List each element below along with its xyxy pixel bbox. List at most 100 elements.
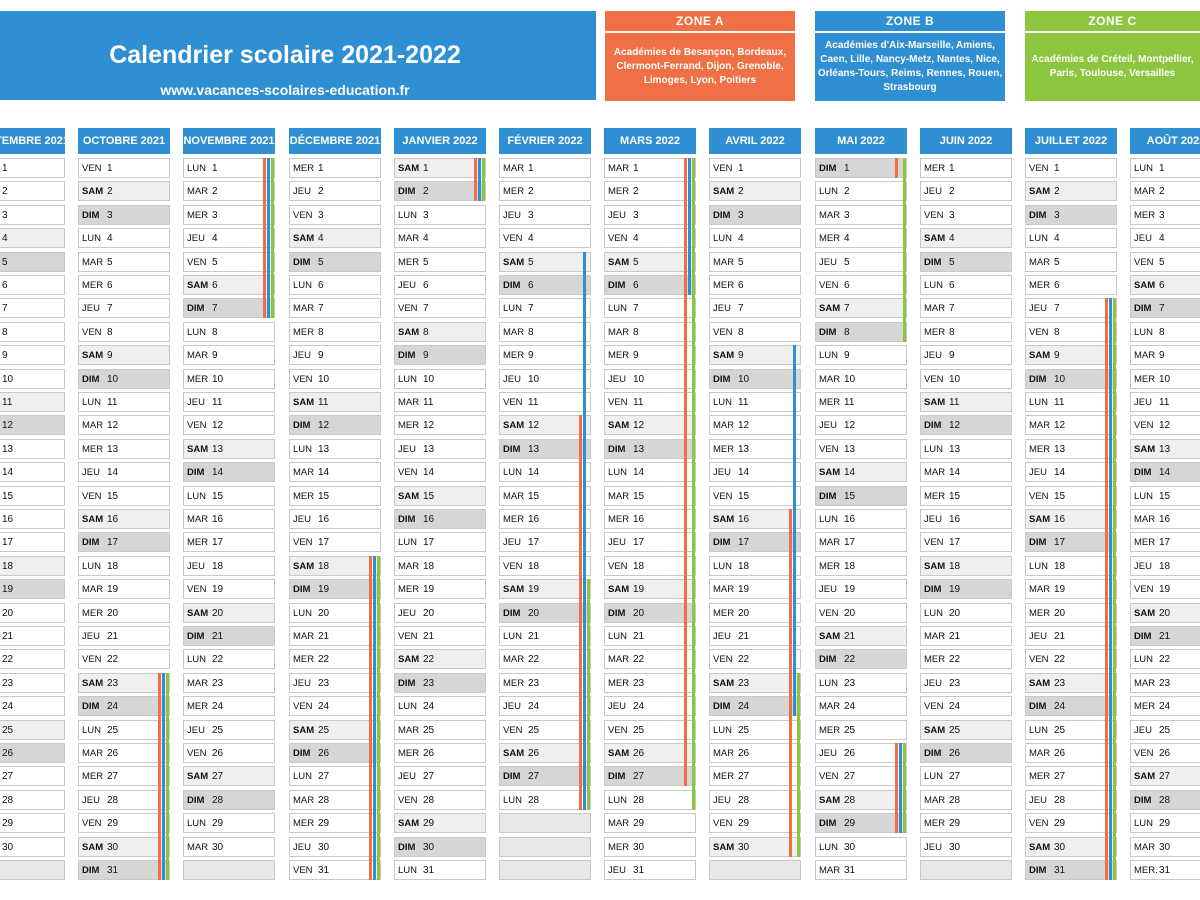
empty-day-cell — [709, 860, 801, 880]
day-number: 13 — [633, 444, 645, 455]
day-number: 9 — [1054, 350, 1060, 361]
day-cell: SAM 5 — [499, 252, 591, 272]
day-cell: MER 20 — [1025, 603, 1117, 623]
day-cell: LUN 13 — [289, 439, 381, 459]
day-name: JEU — [819, 420, 837, 431]
day-cell: DIM 13 — [499, 439, 591, 459]
day-number: 1 — [423, 163, 429, 174]
day-cell: MER 9 — [499, 345, 591, 365]
day-cell: JEU 20 — [394, 603, 486, 623]
day-number: 22 — [738, 654, 750, 665]
day-cell: MAR 16 — [1130, 509, 1200, 529]
day-name: DIM — [819, 818, 837, 829]
day-name: VEN — [82, 654, 102, 665]
day-cell: VEN 4 — [499, 228, 591, 248]
day-number: 20 — [1054, 608, 1066, 619]
day-cell: DIM 15 — [815, 486, 907, 506]
day-number: 1 — [1054, 163, 1060, 174]
day-number: 3 — [844, 210, 850, 221]
day-number: 2 — [949, 186, 955, 197]
day-cell: VEN 17 — [289, 532, 381, 552]
day-number: 26 — [1159, 748, 1171, 759]
day-number: 9 — [423, 350, 429, 361]
day-name: SAM — [187, 280, 209, 291]
day-number: 17 — [1159, 537, 1171, 548]
holiday-zone-b-bar — [373, 556, 376, 880]
day-number: 3 — [212, 210, 218, 221]
day-name: SAM — [713, 186, 735, 197]
website-url[interactable]: www.vacances-scolaires-education.fr — [160, 82, 410, 98]
day-cell: DIM 17 — [78, 532, 170, 552]
day-number: 16 — [423, 514, 435, 525]
day-number: 25 — [1054, 725, 1066, 736]
day-name: MAR — [503, 491, 525, 502]
day-cell: MER 20 — [78, 603, 170, 623]
day-number: 10 — [633, 374, 645, 385]
day-cell: SAM 16 — [709, 509, 801, 529]
day-name: VEN — [713, 491, 733, 502]
day-cell: DIM 20 — [604, 603, 696, 623]
day-number: 23 — [423, 678, 435, 689]
day-name: DIM — [293, 257, 311, 268]
day-cell: LUN 6 — [289, 275, 381, 295]
day-cell: VEN 3 — [920, 205, 1012, 225]
day-cell: MER 3 — [183, 205, 275, 225]
day-name: MER — [398, 748, 420, 759]
day-name: MAR — [608, 654, 630, 665]
day-cell: SAM 8 — [394, 322, 486, 342]
day-cell: JEU 4 — [183, 228, 275, 248]
day-number: 15 — [528, 491, 540, 502]
day-name: DIM — [82, 865, 100, 876]
day-name: MER — [819, 233, 841, 244]
day-number: 22 — [107, 654, 119, 665]
day-number: 27 — [738, 771, 750, 782]
day-name: SAM — [1134, 444, 1156, 455]
holiday-zone-a-bar — [895, 743, 898, 833]
empty-day-cell — [499, 813, 591, 833]
day-name: VEN — [398, 467, 418, 478]
day-cell: DIM 26 — [920, 743, 1012, 763]
day-number: 9 — [738, 350, 744, 361]
day-cell: VEN 19 — [1130, 579, 1200, 599]
day-number: 8 — [1159, 327, 1165, 338]
day-cell: VEN 8 — [1025, 322, 1117, 342]
day-number: 4 — [949, 233, 955, 244]
day-name: JEU — [398, 608, 416, 619]
day-name: LUN — [503, 631, 523, 642]
day-number: 23 — [1159, 678, 1171, 689]
day-cell: SAM 30 — [78, 837, 170, 857]
day-number: 30 — [1159, 842, 1171, 853]
day-name: JEU — [398, 771, 416, 782]
day-cell: LUN 4 — [1025, 228, 1117, 248]
day-number: 19 — [1054, 584, 1066, 595]
day-name: JEU — [1029, 303, 1047, 314]
day-cell: VEN 12 — [183, 415, 275, 435]
day-name: MAR — [924, 795, 946, 806]
day-number: 7 — [318, 303, 324, 314]
day-name: LUN — [608, 795, 628, 806]
day-number: 18 — [528, 561, 540, 572]
day-name: LUN — [924, 280, 944, 291]
title-banner: Calendrier scolaire 2021-2022 www.vacanc… — [0, 11, 596, 100]
day-name: MER — [503, 186, 525, 197]
day-cell: DIM 24 — [1025, 696, 1117, 716]
month-header: MAI 2022 — [815, 128, 907, 154]
day-name: LUN — [82, 561, 102, 572]
day-name: MER — [187, 537, 209, 548]
day-number: 16 — [318, 514, 330, 525]
day-name: SAM — [819, 795, 841, 806]
day-name: MER — [819, 561, 841, 572]
day-number: 30 — [949, 842, 961, 853]
day-cell: LUN 30 — [815, 837, 907, 857]
day-name: SAM — [819, 303, 841, 314]
empty-day-cell — [183, 860, 275, 880]
day-number: 28 — [212, 795, 224, 806]
day-cell: LUN 8 — [183, 322, 275, 342]
